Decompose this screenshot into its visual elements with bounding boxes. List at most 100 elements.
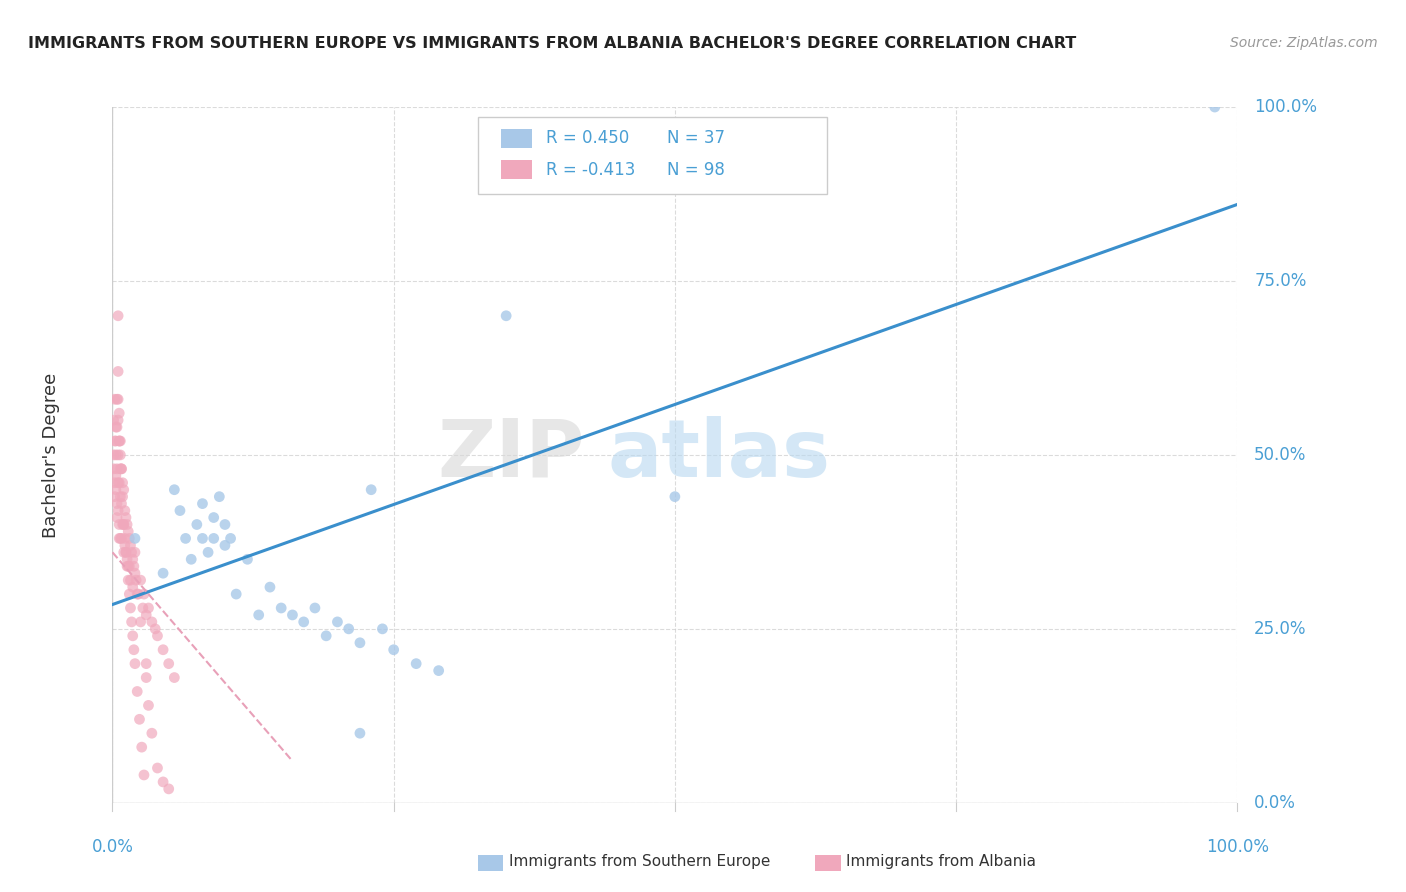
Point: [108, 434, 131, 448]
Point: [135, 671, 157, 685]
Point: [135, 657, 157, 671]
Point: [495, 309, 517, 323]
Point: [117, 559, 139, 574]
Point: [1204, 100, 1226, 114]
Point: [180, 552, 202, 566]
Point: [108, 434, 131, 448]
Point: [138, 698, 160, 713]
Point: [281, 607, 304, 622]
Point: [121, 629, 143, 643]
Point: [152, 566, 174, 581]
Point: [174, 532, 197, 546]
Point: [664, 490, 686, 504]
Text: N = 98: N = 98: [666, 161, 725, 178]
Point: [146, 761, 169, 775]
Point: [107, 364, 129, 378]
Point: [115, 559, 138, 574]
Point: [371, 622, 394, 636]
Point: [110, 462, 132, 476]
Point: [104, 475, 127, 490]
Point: [104, 392, 127, 407]
Point: [208, 490, 231, 504]
Point: [157, 657, 180, 671]
Point: [121, 545, 143, 559]
Point: [337, 622, 360, 636]
Point: [104, 434, 127, 448]
Point: [143, 622, 166, 636]
Text: 75.0%: 75.0%: [1254, 272, 1306, 290]
Point: [104, 434, 127, 448]
Text: 0.0%: 0.0%: [91, 838, 134, 855]
Point: [112, 517, 135, 532]
Point: [117, 524, 139, 539]
Point: [103, 462, 125, 476]
Point: [121, 615, 143, 629]
Text: IMMIGRANTS FROM SOUTHERN EUROPE VS IMMIGRANTS FROM ALBANIA BACHELOR'S DEGREE COR: IMMIGRANTS FROM SOUTHERN EUROPE VS IMMIG…: [28, 36, 1077, 51]
Text: Immigrants from Albania: Immigrants from Albania: [846, 855, 1036, 869]
Point: [128, 712, 150, 726]
Point: [132, 768, 155, 782]
Point: [124, 657, 146, 671]
Point: [105, 497, 128, 511]
Point: [115, 545, 138, 559]
Point: [112, 483, 135, 497]
Point: [108, 406, 131, 420]
Text: R = -0.413: R = -0.413: [546, 161, 636, 178]
Point: [152, 642, 174, 657]
Point: [349, 726, 371, 740]
Point: [270, 601, 292, 615]
Point: [138, 601, 160, 615]
Text: atlas: atlas: [607, 416, 831, 494]
Point: [186, 517, 208, 532]
Point: [247, 607, 270, 622]
Point: [103, 413, 125, 427]
Point: [304, 601, 326, 615]
Point: [111, 517, 134, 532]
Point: [129, 615, 152, 629]
Text: ZIP: ZIP: [437, 416, 585, 494]
Point: [110, 462, 132, 476]
Point: [121, 552, 143, 566]
Point: [110, 497, 132, 511]
Point: [107, 309, 129, 323]
Point: [107, 448, 129, 462]
Point: [132, 601, 155, 615]
Point: [115, 545, 138, 559]
Text: 100.0%: 100.0%: [1206, 838, 1268, 855]
Point: [104, 468, 127, 483]
Point: [214, 538, 236, 552]
Point: [236, 552, 259, 566]
Point: [127, 684, 149, 698]
Text: N = 37: N = 37: [666, 129, 725, 147]
Point: [117, 573, 139, 587]
Point: [214, 517, 236, 532]
Point: [127, 587, 149, 601]
Point: [202, 532, 225, 546]
Point: [131, 740, 153, 755]
Point: [112, 517, 135, 532]
Text: Immigrants from Southern Europe: Immigrants from Southern Europe: [509, 855, 770, 869]
Point: [127, 587, 149, 601]
Text: 100.0%: 100.0%: [1254, 98, 1317, 116]
Point: [110, 532, 132, 546]
Point: [111, 490, 134, 504]
Point: [108, 532, 131, 546]
Point: [110, 532, 132, 546]
Point: [125, 573, 148, 587]
Point: [124, 532, 146, 546]
Point: [132, 587, 155, 601]
FancyBboxPatch shape: [501, 128, 531, 148]
Point: [105, 392, 128, 407]
Point: [114, 538, 136, 552]
Point: [121, 580, 143, 594]
Point: [108, 517, 131, 532]
Point: [169, 503, 191, 517]
Point: [360, 483, 382, 497]
Point: [124, 566, 146, 581]
Point: [112, 545, 135, 559]
Text: 25.0%: 25.0%: [1254, 620, 1306, 638]
Point: [110, 448, 132, 462]
FancyBboxPatch shape: [501, 160, 531, 179]
Point: [120, 573, 142, 587]
Point: [105, 462, 128, 476]
